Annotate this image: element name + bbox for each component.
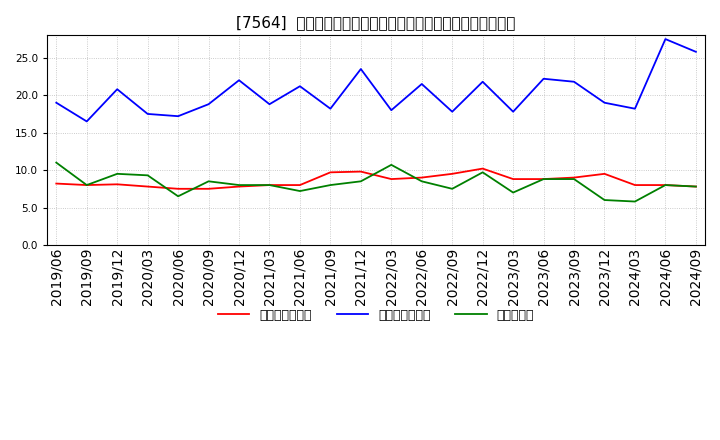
買入債務回転率 <box>570 79 578 84</box>
買入債務回転率 <box>661 37 670 42</box>
買入債務回転率 <box>691 49 700 55</box>
買入債務回転率 <box>418 81 426 87</box>
売上債権回転率 <box>204 186 213 191</box>
売上債権回転率 <box>691 184 700 189</box>
買入債務回転率 <box>509 109 518 114</box>
在庫回転率 <box>448 186 456 191</box>
在庫回転率 <box>174 194 182 199</box>
売上債権回転率 <box>235 184 243 189</box>
在庫回転率 <box>539 176 548 182</box>
Line: 売上債権回転率: 売上債権回転率 <box>56 169 696 189</box>
在庫回転率 <box>478 170 487 175</box>
在庫回転率 <box>113 171 122 176</box>
買入債務回転率 <box>235 77 243 83</box>
買入債務回転率 <box>143 111 152 117</box>
買入債務回転率 <box>356 66 365 72</box>
在庫回転率 <box>326 183 335 188</box>
買入債務回転率 <box>539 76 548 81</box>
売上債権回転率 <box>296 183 305 188</box>
在庫回転率 <box>143 172 152 178</box>
売上債権回転率 <box>82 183 91 188</box>
売上債権回転率 <box>143 184 152 189</box>
在庫回転率 <box>52 160 60 165</box>
売上債権回転率 <box>418 175 426 180</box>
買入債務回転率 <box>204 102 213 107</box>
在庫回転率 <box>265 183 274 188</box>
買入債務回転率 <box>174 114 182 119</box>
在庫回転率 <box>631 199 639 204</box>
売上債権回転率 <box>570 175 578 180</box>
買入債務回転率 <box>600 100 609 105</box>
在庫回転率 <box>570 176 578 182</box>
Title: [7564]  売上債権回転率、買入債務回転率、在庫回転率の推移: [7564] 売上債権回転率、買入債務回転率、在庫回転率の推移 <box>236 15 516 30</box>
売上債権回転率 <box>478 166 487 171</box>
売上債権回転率 <box>631 183 639 188</box>
売上債権回転率 <box>113 182 122 187</box>
在庫回転率 <box>661 183 670 188</box>
買入債務回転率 <box>387 107 395 113</box>
売上債権回転率 <box>448 171 456 176</box>
在庫回転率 <box>356 179 365 184</box>
売上債権回転率 <box>661 183 670 188</box>
在庫回転率 <box>82 183 91 188</box>
在庫回転率 <box>204 179 213 184</box>
Line: 在庫回転率: 在庫回転率 <box>56 163 696 202</box>
在庫回転率 <box>235 183 243 188</box>
Legend: 売上債権回転率, 買入債務回転率, 在庫回転率: 売上債権回転率, 買入債務回転率, 在庫回転率 <box>213 304 539 327</box>
在庫回転率 <box>691 184 700 189</box>
買入債務回転率 <box>52 100 60 105</box>
買入債務回転率 <box>296 84 305 89</box>
売上債権回転率 <box>326 170 335 175</box>
在庫回転率 <box>509 190 518 195</box>
売上債権回転率 <box>600 171 609 176</box>
買入債務回転率 <box>478 79 487 84</box>
売上債権回転率 <box>539 176 548 182</box>
売上債権回転率 <box>265 183 274 188</box>
Line: 買入債務回転率: 買入債務回転率 <box>56 39 696 121</box>
在庫回転率 <box>387 162 395 168</box>
在庫回転率 <box>296 188 305 194</box>
買入債務回転率 <box>82 119 91 124</box>
売上債権回転率 <box>356 169 365 174</box>
売上債権回転率 <box>387 176 395 182</box>
在庫回転率 <box>418 179 426 184</box>
売上債権回転率 <box>174 186 182 191</box>
買入債務回転率 <box>631 106 639 111</box>
買入債務回転率 <box>326 106 335 111</box>
買入債務回転率 <box>265 102 274 107</box>
在庫回転率 <box>600 198 609 203</box>
売上債権回転率 <box>509 176 518 182</box>
売上債権回転率 <box>52 181 60 186</box>
買入債務回転率 <box>448 109 456 114</box>
買入債務回転率 <box>113 87 122 92</box>
